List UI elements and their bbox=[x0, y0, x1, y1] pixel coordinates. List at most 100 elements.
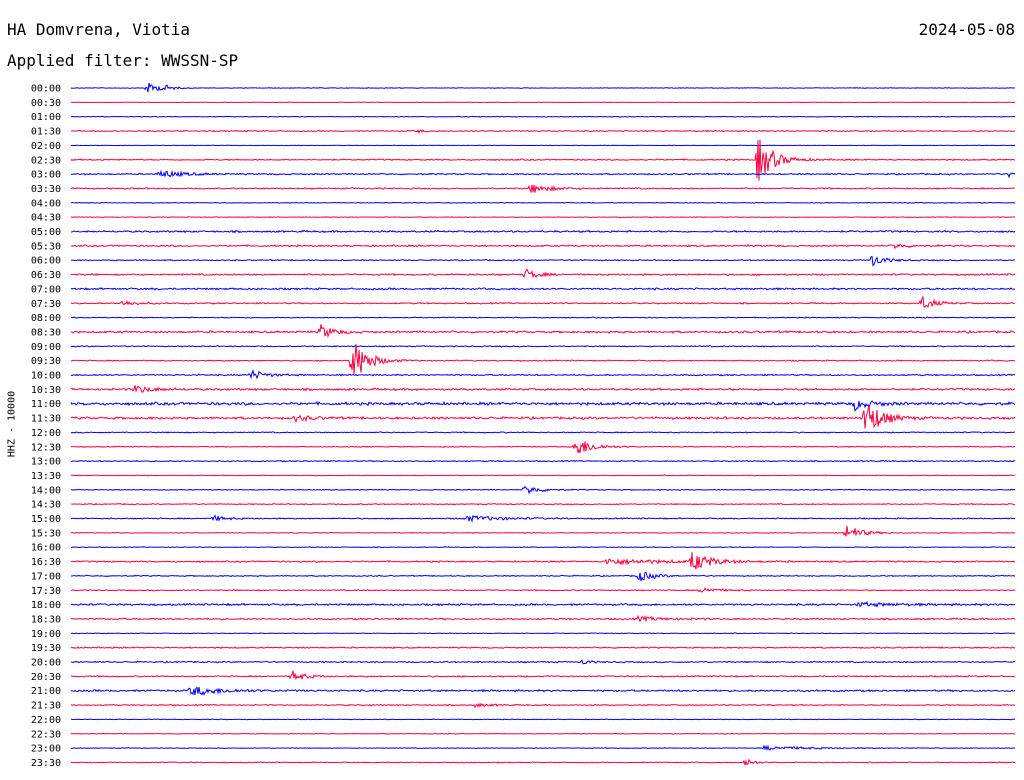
trace-row-24 bbox=[70, 431, 1016, 434]
row-time-label: 11:00 bbox=[31, 399, 61, 410]
row-time-label: 14:30 bbox=[31, 500, 61, 511]
trace-row-11 bbox=[70, 243, 1016, 250]
trace-row-15 bbox=[70, 295, 1016, 308]
trace-row-43 bbox=[70, 702, 1016, 709]
row-time-label: 07:30 bbox=[31, 299, 61, 310]
trace-row-12 bbox=[70, 255, 1016, 267]
row-time-label: 01:30 bbox=[31, 127, 61, 138]
row-time-label: 06:30 bbox=[31, 270, 61, 281]
row-time-label: 21:30 bbox=[31, 701, 61, 712]
trace-row-23 bbox=[70, 405, 1016, 429]
trace-row-38 bbox=[70, 632, 1016, 635]
trace-row-16 bbox=[70, 316, 1016, 319]
trace-row-20 bbox=[70, 369, 1016, 380]
row-time-label: 18:30 bbox=[31, 614, 61, 625]
trace-row-33 bbox=[70, 552, 1016, 570]
row-time-label: 15:30 bbox=[31, 528, 61, 539]
row-time-label: 02:00 bbox=[31, 141, 61, 152]
trace-row-3 bbox=[70, 129, 1016, 134]
trace-row-36 bbox=[70, 600, 1016, 608]
row-time-label: 22:30 bbox=[31, 729, 61, 740]
trace-row-27 bbox=[70, 474, 1016, 477]
row-time-label: 13:00 bbox=[31, 457, 61, 468]
trace-row-19 bbox=[70, 343, 1016, 375]
row-time-label: 08:30 bbox=[31, 327, 61, 338]
row-time-label: 20:00 bbox=[31, 658, 61, 669]
trace-row-4 bbox=[70, 144, 1016, 147]
trace-row-42 bbox=[70, 686, 1016, 696]
row-time-label: 19:30 bbox=[31, 643, 61, 654]
trace-row-0 bbox=[70, 82, 1016, 93]
row-time-label: 17:30 bbox=[31, 586, 61, 597]
row-time-label: 11:30 bbox=[31, 414, 61, 425]
trace-row-30 bbox=[70, 514, 1016, 523]
row-time-label: 23:00 bbox=[31, 744, 61, 755]
filter-label: Applied filter: WWSSN-SP bbox=[7, 51, 239, 70]
row-time-label: 06:00 bbox=[31, 256, 61, 267]
row-time-label: 18:00 bbox=[31, 600, 61, 611]
row-time-label: 03:00 bbox=[31, 170, 61, 181]
row-time-label: 01:00 bbox=[31, 112, 61, 123]
row-time-label: 05:00 bbox=[31, 227, 61, 238]
trace-row-10 bbox=[70, 229, 1016, 234]
trace-row-22 bbox=[70, 400, 1016, 413]
row-label-group: 00:00 00:30 01:00 01:30 02:00 02:30 03:00 03:30… bbox=[31, 84, 61, 769]
row-time-label: 16:30 bbox=[31, 557, 61, 568]
row-time-label: 23:30 bbox=[31, 758, 61, 769]
trace-row-41 bbox=[70, 670, 1016, 681]
row-time-label: 16:00 bbox=[31, 543, 61, 554]
trace-row-28 bbox=[70, 485, 1016, 495]
trace-row-32 bbox=[70, 546, 1016, 549]
row-time-label: 08:00 bbox=[31, 313, 61, 324]
row-time-label: 19:00 bbox=[31, 629, 61, 640]
trace-row-44 bbox=[70, 718, 1016, 721]
row-time-label: 22:00 bbox=[31, 715, 61, 726]
row-time-label: 02:30 bbox=[31, 155, 61, 166]
trace-row-2 bbox=[70, 115, 1016, 118]
row-time-label: 03:30 bbox=[31, 184, 61, 195]
row-time-label: 00:30 bbox=[31, 98, 61, 109]
trace-row-8 bbox=[70, 201, 1016, 204]
row-time-label: 04:30 bbox=[31, 213, 61, 224]
trace-row-47 bbox=[70, 758, 1016, 766]
station-title: HA Domvrena, Viotia bbox=[7, 20, 191, 39]
trace-row-39 bbox=[70, 646, 1016, 650]
trace-row-21 bbox=[70, 385, 1016, 393]
trace-row-37 bbox=[70, 614, 1016, 623]
trace-row-7 bbox=[70, 184, 1016, 194]
trace-row-17 bbox=[70, 324, 1016, 338]
row-time-label: 20:30 bbox=[31, 672, 61, 683]
trace-row-35 bbox=[70, 587, 1016, 593]
row-time-label: 17:00 bbox=[31, 571, 61, 582]
row-time-label: 00:00 bbox=[31, 84, 61, 95]
trace-group bbox=[70, 82, 1016, 766]
trace-row-5 bbox=[70, 139, 1016, 181]
row-time-label: 10:00 bbox=[31, 371, 61, 382]
row-time-label: 04:00 bbox=[31, 198, 61, 209]
row-time-label: 09:30 bbox=[31, 356, 61, 367]
trace-row-31 bbox=[70, 525, 1016, 537]
row-time-label: 12:00 bbox=[31, 428, 61, 439]
row-time-label: 21:00 bbox=[31, 686, 61, 697]
trace-row-46 bbox=[70, 744, 1016, 752]
trace-row-14 bbox=[70, 287, 1016, 291]
date-label: 2024-05-08 bbox=[918, 20, 1015, 39]
row-time-label: 10:30 bbox=[31, 385, 61, 396]
row-time-label: 14:00 bbox=[31, 485, 61, 496]
trace-row-25 bbox=[70, 441, 1016, 454]
row-time-label: 07:00 bbox=[31, 284, 61, 295]
row-time-label: 13:30 bbox=[31, 471, 61, 482]
row-time-label: 09:00 bbox=[31, 342, 61, 353]
trace-row-34 bbox=[70, 571, 1016, 582]
trace-row-6 bbox=[70, 169, 1016, 179]
trace-row-29 bbox=[70, 502, 1016, 506]
trace-row-1 bbox=[70, 101, 1016, 104]
row-time-label: 12:30 bbox=[31, 442, 61, 453]
trace-row-18 bbox=[70, 345, 1016, 348]
trace-row-45 bbox=[70, 732, 1016, 735]
trace-row-40 bbox=[70, 659, 1016, 665]
trace-row-26 bbox=[70, 459, 1016, 463]
row-time-label: 05:30 bbox=[31, 241, 61, 252]
row-time-label: 15:00 bbox=[31, 514, 61, 525]
